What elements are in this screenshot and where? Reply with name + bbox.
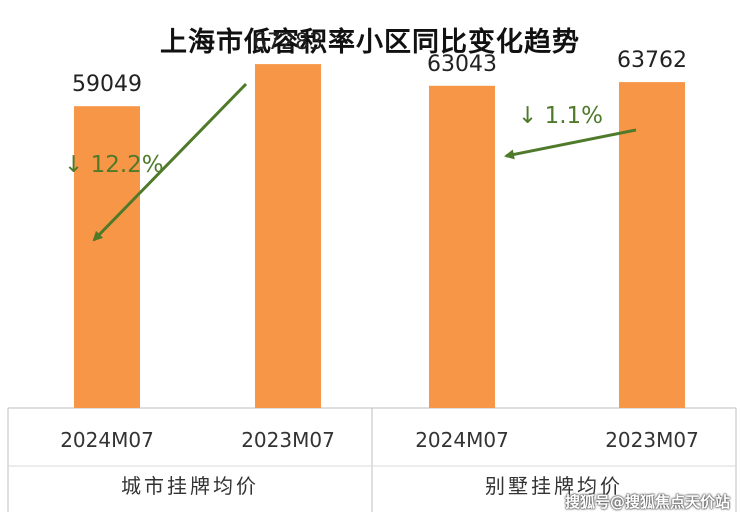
- data-label: 59049: [72, 72, 142, 97]
- x-tick-label: 2024M07: [60, 428, 154, 452]
- bar: [255, 64, 321, 409]
- group-label: 别墅挂牌均价: [485, 474, 623, 498]
- chart-title: 上海市低容积率小区同比变化趋势: [160, 27, 580, 58]
- group-label: 城市挂牌均价: [121, 474, 259, 498]
- change-label: ↓ 12.2%: [64, 152, 164, 178]
- change-label: ↓ 1.1%: [518, 103, 603, 129]
- change-arrow: [92, 82, 248, 242]
- data-label: 63043: [427, 52, 497, 77]
- x-tick-label: 2023M07: [605, 428, 699, 452]
- bar: [429, 85, 495, 409]
- x-tick-label: 2023M07: [241, 428, 335, 452]
- bar: [619, 82, 685, 408]
- bar: [74, 106, 140, 408]
- data-label: 67283: [253, 30, 323, 55]
- data-label: 63762: [617, 48, 687, 73]
- change-arrow: [504, 128, 637, 160]
- x-tick-label: 2024M07: [415, 428, 509, 452]
- watermark: 搜狐号@搜狐焦点天价站: [564, 493, 730, 511]
